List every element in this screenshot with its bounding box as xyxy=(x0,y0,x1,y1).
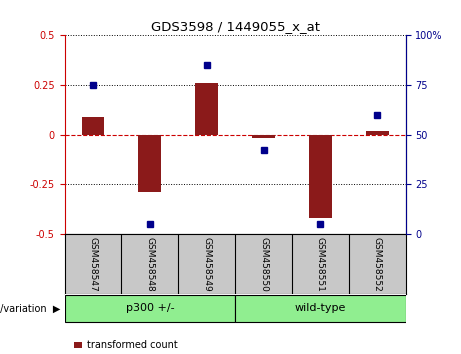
Bar xyxy=(252,135,275,138)
Title: GDS3598 / 1449055_x_at: GDS3598 / 1449055_x_at xyxy=(151,20,319,33)
Text: GSM458547: GSM458547 xyxy=(89,237,97,291)
Bar xyxy=(65,295,235,322)
Text: GSM458549: GSM458549 xyxy=(202,237,211,291)
Text: transformed count: transformed count xyxy=(87,340,177,350)
Text: GSM458550: GSM458550 xyxy=(259,237,268,292)
Text: p300 +/-: p300 +/- xyxy=(125,303,174,313)
Bar xyxy=(82,117,104,135)
Bar xyxy=(366,131,389,135)
Text: GSM458551: GSM458551 xyxy=(316,237,325,292)
Text: GSM458548: GSM458548 xyxy=(145,237,154,291)
Bar xyxy=(195,83,218,135)
Text: GSM458552: GSM458552 xyxy=(373,237,382,291)
Text: genotype/variation  ▶: genotype/variation ▶ xyxy=(0,304,60,314)
Text: wild-type: wild-type xyxy=(295,303,346,313)
Bar xyxy=(138,135,161,192)
Bar xyxy=(309,135,332,218)
Bar xyxy=(235,295,406,322)
